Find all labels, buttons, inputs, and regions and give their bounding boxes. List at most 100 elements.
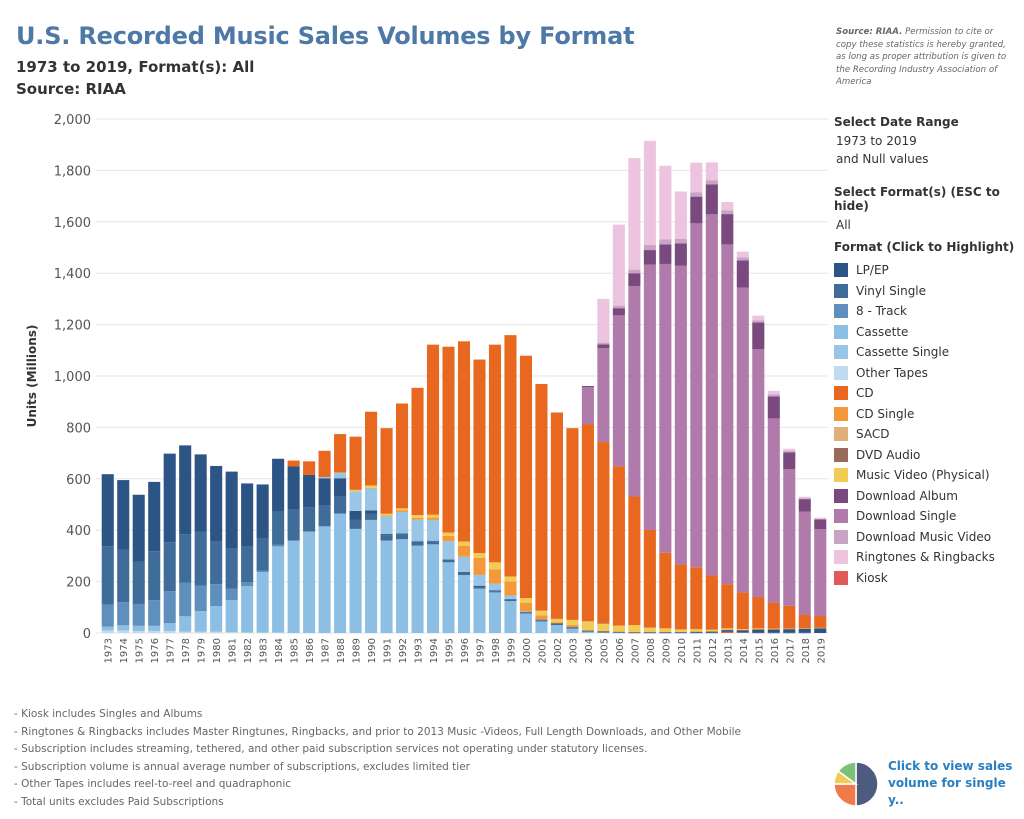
pie-link-text[interactable]: Click to view sales volume for single y.… xyxy=(888,759,1013,807)
legend-item[interactable]: Cassette Single xyxy=(834,342,1014,363)
pie-chart-link[interactable]: Click to view sales volume for single y.… xyxy=(832,758,1018,809)
legend-item[interactable]: Music Video (Physical) xyxy=(834,465,1014,486)
y-tick-label: 1,200 xyxy=(54,319,91,334)
legend-item[interactable]: LP/EP xyxy=(834,260,1014,281)
bar-segment xyxy=(705,214,718,576)
bar-segment xyxy=(411,519,424,542)
legend-item[interactable]: Ringtones & Ringbacks xyxy=(834,547,1014,568)
bar-segment xyxy=(643,632,656,634)
date-range-filter[interactable]: Select Date Range 1973 to 2019 and Null … xyxy=(834,115,959,168)
bar-segment xyxy=(705,629,718,632)
bar-segment xyxy=(488,562,502,570)
format-filter-value[interactable]: All xyxy=(836,218,851,232)
stacked-bar-chart: 0 200 400 600 800 1,000 1,200 1,400 1,600 1,800 2,… xyxy=(25,113,828,663)
legend: Format (Click to Highlight) LP/EP Vinyl S… xyxy=(834,240,1014,588)
pie-icon-slice xyxy=(837,760,857,785)
bar-segment xyxy=(659,631,672,633)
y-tick-label: 1,400 xyxy=(54,267,91,282)
bar-segment xyxy=(581,630,594,632)
bar-segment xyxy=(550,624,563,626)
x-tick-label: 2015 xyxy=(754,638,765,663)
legend-item[interactable]: Other Tapes xyxy=(834,363,1014,384)
bar-segment xyxy=(519,602,532,612)
legend-items: LP/EP Vinyl Single 8 - Track Cassette Casset… xyxy=(834,260,1014,588)
legend-item[interactable]: 8 - Track xyxy=(834,301,1014,322)
bar-segment xyxy=(566,627,579,629)
legend-item[interactable]: Download Single xyxy=(834,506,1014,527)
bar-segment xyxy=(535,619,548,621)
bar-segment xyxy=(101,546,114,605)
bar-segment xyxy=(241,586,254,633)
bar-segment xyxy=(179,582,192,617)
bar-segment xyxy=(473,585,486,587)
x-tick-label: 2000 xyxy=(522,638,533,663)
bar-segment xyxy=(210,631,223,633)
legend-item[interactable]: DVD Audio xyxy=(834,445,1014,466)
pie-chart-icon[interactable] xyxy=(832,760,880,808)
x-tick-label: 1990 xyxy=(367,638,378,663)
date-range-null[interactable]: and Null values xyxy=(836,152,929,166)
bar-segment xyxy=(210,584,223,607)
x-tick-label: 1976 xyxy=(150,638,161,663)
legend-swatch xyxy=(834,468,848,483)
bar-segment xyxy=(705,631,718,633)
bar-segment xyxy=(225,588,238,601)
bar-segment xyxy=(767,396,780,419)
bar-segment xyxy=(767,629,780,630)
bar-segment xyxy=(628,632,641,634)
legend-item[interactable]: Download Music Video xyxy=(834,527,1014,548)
bar-segment xyxy=(783,628,796,630)
bar-segment xyxy=(365,513,378,520)
footnote: - Total units excludes Paid Subscription… xyxy=(14,795,224,808)
bar-segment xyxy=(272,511,285,545)
bar-segment xyxy=(380,535,393,541)
legend-label: Other Tapes xyxy=(856,365,928,380)
bar-segment xyxy=(721,214,734,245)
bar-segment xyxy=(117,630,130,633)
legend-label: Ringtones & Ringbacks xyxy=(856,550,995,565)
footnote: - Other Tapes includes reel-to-reel and … xyxy=(14,778,292,790)
bar-segment xyxy=(798,615,811,629)
legend-swatch xyxy=(834,324,848,339)
bar-segment xyxy=(101,630,114,633)
bar-segment xyxy=(334,472,347,473)
bar-segment xyxy=(442,562,455,633)
bar-segment xyxy=(721,629,734,632)
bar-segment xyxy=(411,541,424,543)
x-tick-label: 1991 xyxy=(383,638,394,663)
bar-segment xyxy=(473,359,486,554)
bar-segment xyxy=(179,616,192,632)
bar-segment xyxy=(643,250,656,265)
date-range-value[interactable]: 1973 to 2019 xyxy=(836,134,917,148)
legend-swatch xyxy=(834,488,848,503)
format-filter[interactable]: Select Format(s) (ESC to hide) All xyxy=(834,185,1024,234)
bar-segment xyxy=(210,465,223,542)
legend-label: Cassette xyxy=(856,324,909,339)
bar-segment xyxy=(612,315,625,467)
bar-segment xyxy=(225,600,238,633)
bar-segment xyxy=(612,308,625,316)
x-tick-label: 1999 xyxy=(506,638,517,663)
legend-item[interactable]: Kiosk xyxy=(834,568,1014,589)
bar-segment xyxy=(767,394,780,397)
bar-segment xyxy=(659,631,672,633)
bar-segment xyxy=(659,632,672,634)
legend-item[interactable]: Cassette xyxy=(834,322,1014,343)
legend-item[interactable]: Download Album xyxy=(834,486,1014,507)
source-note: Source: RIAA. Permission to cite or copy… xyxy=(836,26,1016,89)
bar-segment xyxy=(411,545,424,633)
legend-item[interactable]: CD xyxy=(834,383,1014,404)
bar-segment xyxy=(519,611,532,613)
x-tick-label: 2005 xyxy=(599,638,610,663)
legend-item[interactable]: CD Single xyxy=(834,404,1014,425)
bar-segment xyxy=(426,540,440,542)
footnote: - Subscription includes streaming, tethe… xyxy=(14,743,648,755)
legend-item[interactable]: Vinyl Single xyxy=(834,281,1014,302)
bar-segment xyxy=(690,223,703,568)
bar-segment xyxy=(287,540,300,633)
bar-segment xyxy=(504,599,517,600)
legend-label: 8 - Track xyxy=(856,304,907,319)
legend-item[interactable]: SACD xyxy=(834,424,1014,445)
x-tick-label: 1979 xyxy=(197,638,208,663)
bar-segment xyxy=(380,513,393,516)
